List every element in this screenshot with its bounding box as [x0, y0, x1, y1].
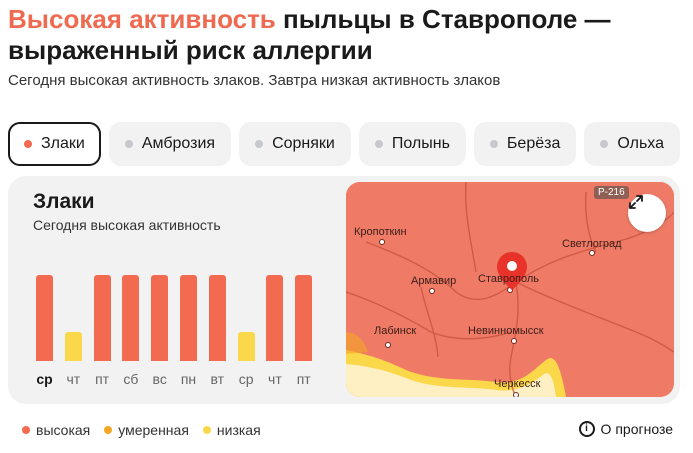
chart-bar-column: [174, 246, 203, 361]
chart-bar: [36, 275, 53, 361]
map-city-label: Светлоград: [562, 238, 622, 250]
legend-item-high: высокая: [22, 422, 90, 438]
legend-item-low: низкая: [202, 422, 261, 438]
chart-bar-column: [145, 246, 174, 361]
chart-bar-column: [30, 246, 59, 361]
about-forecast-label: О прогнозе: [600, 421, 673, 437]
tab-label: Злаки: [41, 135, 85, 152]
tab-dot-icon: [489, 140, 498, 148]
chart-bar: [295, 275, 313, 361]
map-graphic: [346, 182, 674, 397]
tab-label: Амброзия: [141, 135, 216, 152]
legend-dot-icon: [104, 426, 113, 434]
chart-bar: [266, 275, 284, 361]
tab-label: Полынь: [391, 135, 450, 152]
tab-dot-icon: [600, 140, 609, 148]
chart-bar-column: [88, 246, 117, 361]
chart-day-label: пт: [296, 371, 311, 387]
tab-sornyaki[interactable]: Сорняки: [239, 122, 351, 166]
chart-day-label: пн: [180, 371, 197, 387]
legend-label: высокая: [36, 422, 91, 438]
tab-dot-icon: [24, 140, 32, 148]
tab-dot-icon: [374, 140, 383, 148]
tab-label: Берёза: [506, 135, 561, 152]
tab-dot-icon: [124, 140, 133, 148]
info-icon: i: [578, 421, 595, 437]
tab-polyn[interactable]: Полынь: [358, 122, 466, 166]
legend-dot-icon: [22, 426, 30, 434]
tab-dot-icon: [255, 140, 264, 148]
activity-legend: высокая умеренная низкая: [22, 422, 261, 438]
chart-day-label: чт: [268, 371, 282, 387]
page-title: Высокая активность пыльцы в Ставрополе —…: [8, 4, 648, 66]
chart-day-label: ср: [238, 371, 254, 387]
chart-day-label: ср: [36, 371, 53, 387]
pollen-map[interactable]: Р-216 Кропоткин Светлоград Армавир Ставр…: [346, 182, 674, 397]
chart-bar-column: [289, 246, 318, 361]
map-city-label: Армавир: [411, 275, 457, 287]
chart-bar: [64, 332, 82, 361]
location-pin-icon: [497, 252, 527, 290]
chart-day-label: вс: [152, 371, 167, 387]
chart-day-label: сб: [123, 371, 139, 387]
chart-bar: [237, 332, 255, 361]
legend-item-moderate: умеренная: [104, 422, 189, 438]
chart-bar: [180, 275, 197, 361]
legend-label: умеренная: [118, 422, 189, 438]
chart-day-label: чт: [66, 371, 81, 387]
chart-bar: [151, 275, 169, 361]
expand-icon: [629, 195, 643, 209]
tab-label: Сорняки: [272, 135, 335, 152]
map-city-label: Невинномысск: [468, 325, 544, 337]
map-city-label: Черкесск: [494, 378, 541, 390]
chart-bar: [208, 275, 226, 361]
map-city-label: Лабинск: [374, 325, 417, 337]
page-title-accent: Высокая активность: [8, 4, 276, 34]
tab-label: Ольха: [617, 135, 665, 152]
chart-day-label: пт: [95, 371, 110, 387]
chart-day-label: вт: [210, 371, 225, 387]
chart-bar-column: [116, 246, 145, 361]
card-title: Злаки: [33, 190, 95, 213]
chart-bar: [122, 275, 140, 361]
chart-bar: [93, 275, 111, 361]
about-forecast-link[interactable]: i О прогнозе: [578, 421, 673, 437]
tab-olkha[interactable]: Ольха: [584, 122, 681, 166]
chart-bar-column: [260, 246, 289, 361]
legend-label: низкая: [216, 422, 261, 438]
chart-bars: [30, 246, 325, 361]
chart-bar-column: [232, 246, 261, 361]
chart-bar-column: [203, 246, 232, 361]
tab-ambroziya[interactable]: Амброзия: [108, 122, 232, 166]
pollen-bar-chart: ср чт пт сб вс пн вт ср чт пт: [30, 246, 325, 396]
chart-bar-column: [59, 246, 88, 361]
tab-beryoza[interactable]: Берёза: [473, 122, 577, 166]
card-subtitle: Сегодня высокая активность: [33, 217, 221, 233]
map-expand-button[interactable]: [628, 194, 666, 232]
page-title-rest: пыльцы в Ставрополе — выраженный риск ал…: [8, 4, 611, 65]
map-city-label: Ставрополь: [478, 273, 540, 285]
page-subtitle: Сегодня высокая активность злаков. Завтр…: [8, 72, 501, 89]
legend-dot-icon: [202, 426, 211, 434]
map-city-label: Кропоткин: [354, 226, 407, 238]
pollen-forecast-card: Злаки Сегодня высокая активность ср чт пт с…: [8, 176, 680, 404]
road-badge: Р-216: [594, 186, 629, 199]
tab-zlaki[interactable]: Злаки: [8, 122, 101, 166]
allergen-tabs: Злаки Амброзия Сорняки Полынь Берёза Оль…: [8, 122, 681, 166]
